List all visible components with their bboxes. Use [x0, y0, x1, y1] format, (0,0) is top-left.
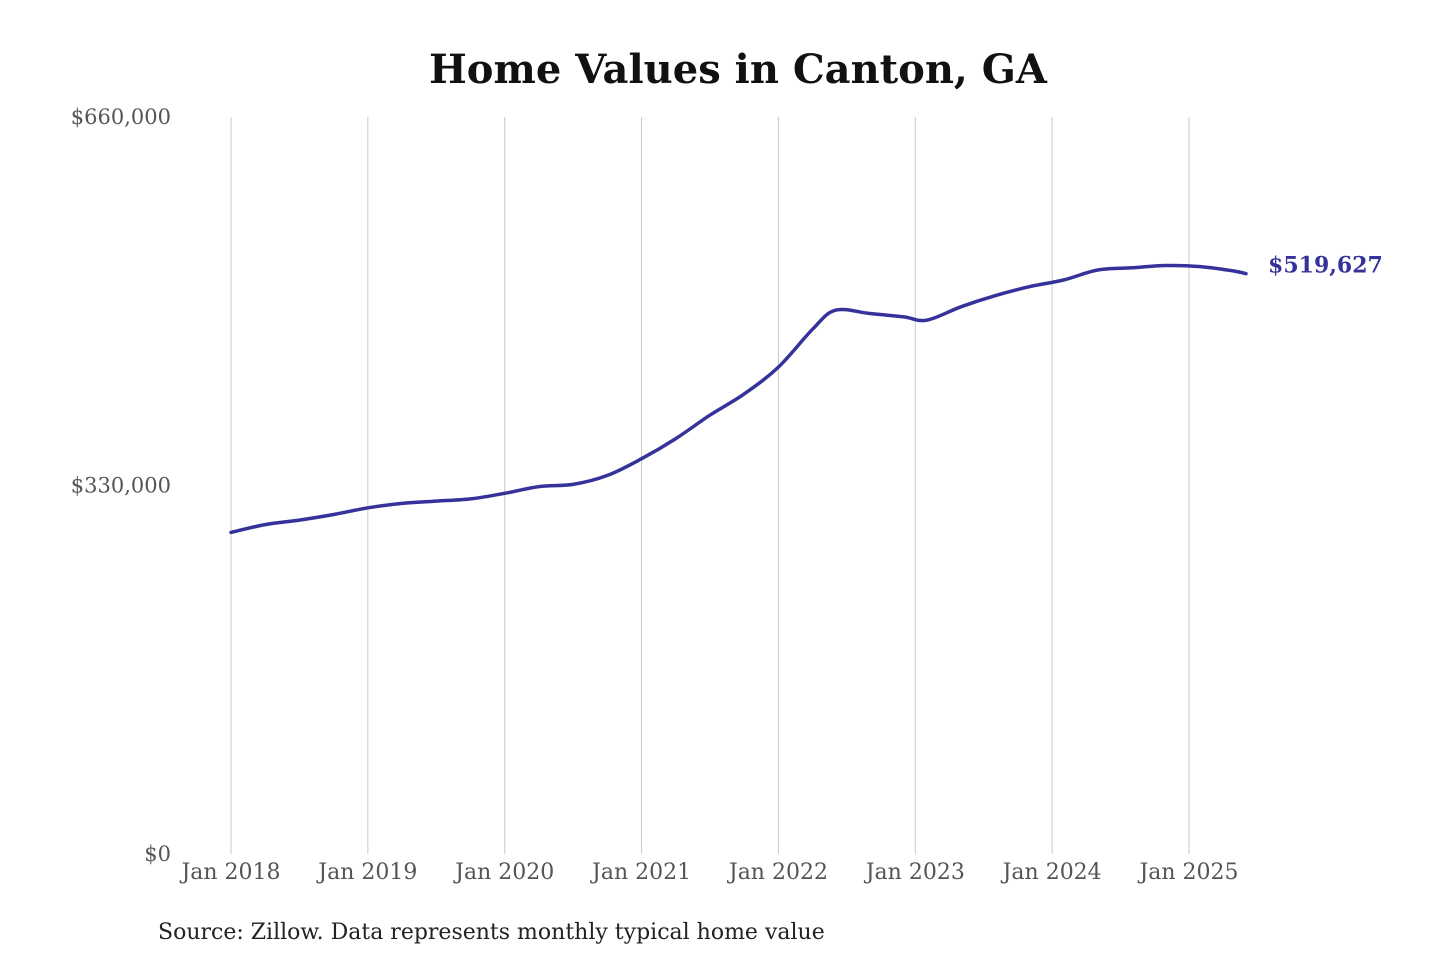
x-tick-label: Jan 2022	[727, 860, 828, 885]
x-tick-label: Jan 2021	[590, 860, 691, 885]
gridlines	[230, 117, 1190, 854]
x-tick-label: Jan 2019	[316, 860, 417, 885]
x-tick-label: Jan 2023	[864, 860, 965, 885]
y-axis: $0 $330,000 $660,000	[71, 105, 171, 866]
y-tick-label: $0	[144, 842, 171, 866]
source-note: Source: Zillow. Data represents monthly …	[158, 920, 825, 945]
x-tick-label: Jan 2020	[453, 860, 554, 885]
y-tick-label: $330,000	[71, 474, 171, 498]
series-layer: $519,627	[229, 253, 1383, 535]
x-tick-label: Jan 2024	[1001, 860, 1102, 885]
x-tick-label: Jan 2018	[179, 860, 280, 885]
chart-title: Home Values in Canton, GA	[429, 46, 1048, 93]
x-tick-label: Jan 2025	[1137, 860, 1238, 885]
y-tick-label: $660,000	[71, 105, 171, 129]
series-line	[229, 263, 1248, 535]
x-axis: Jan 2018 Jan 2019 Jan 2020 Jan 2021 Jan 2022…	[179, 860, 1238, 885]
end-value-label: $519,627	[1268, 253, 1383, 279]
